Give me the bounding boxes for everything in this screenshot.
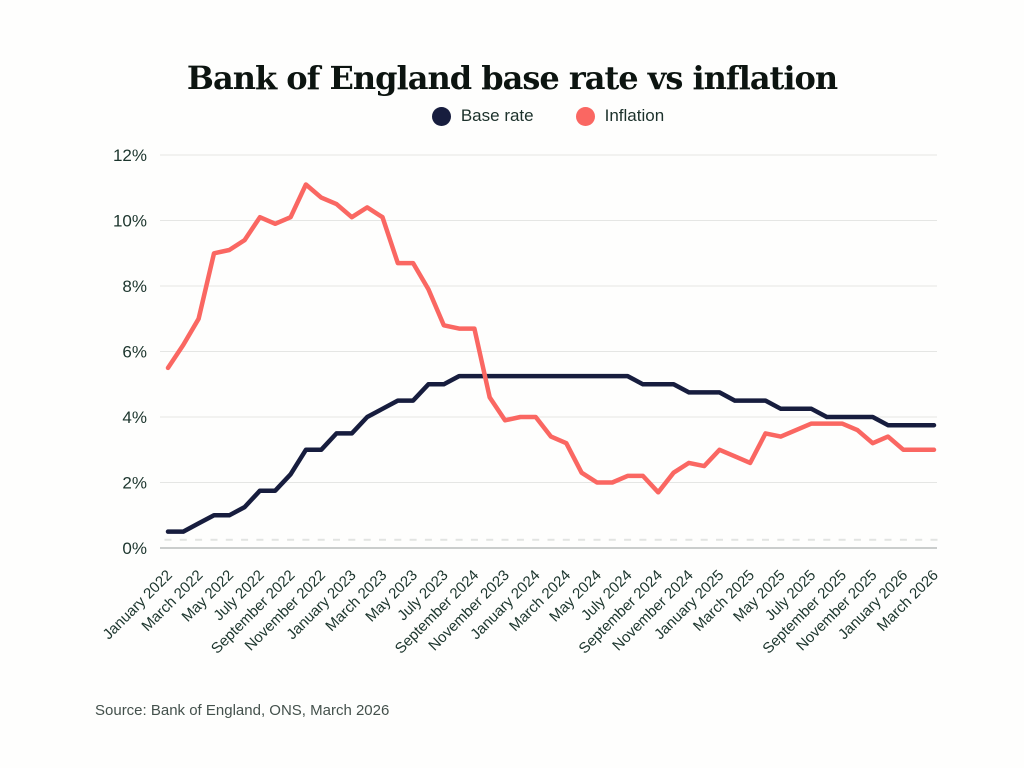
minor-tick — [486, 538, 494, 541]
minor-tick — [302, 538, 310, 541]
minor-tick — [317, 538, 325, 541]
minor-tick — [333, 538, 340, 541]
minor-tick — [470, 538, 478, 541]
minor-tick — [608, 538, 616, 541]
minor-tick — [700, 538, 708, 541]
minor-tick — [869, 538, 877, 541]
minor-tick — [195, 538, 203, 541]
minor-tick — [899, 538, 907, 541]
chart-legend: Base rate Inflation — [36, 106, 1024, 126]
minor-tick — [287, 538, 295, 541]
minor-tick — [777, 538, 785, 541]
y-axis-label: 10% — [113, 212, 147, 231]
y-axis-label: 0% — [122, 539, 147, 558]
source-note: Source: Bank of England, ONS, March 2026 — [95, 702, 390, 719]
minor-tick — [394, 538, 402, 541]
minor-tick — [853, 538, 861, 541]
minor-tick — [746, 538, 754, 541]
legend-item-inflation: Inflation — [575, 106, 665, 126]
minor-tick — [164, 538, 172, 541]
minor-tick — [455, 538, 463, 541]
y-axis-label: 6% — [122, 343, 147, 362]
minor-tick — [424, 538, 432, 541]
minor-tick — [915, 538, 923, 541]
minor-tick — [685, 538, 693, 541]
y-axis-label: 4% — [122, 408, 147, 427]
legend-label-base-rate: Base rate — [460, 106, 534, 125]
minor-tick — [532, 538, 540, 541]
y-axis-label: 12% — [113, 146, 147, 165]
minor-tick — [179, 538, 187, 541]
minor-tick — [501, 538, 509, 541]
minor-tick — [516, 538, 524, 541]
minor-tick — [547, 538, 555, 541]
minor-tick — [593, 538, 601, 541]
base-rate-dot-icon — [431, 106, 451, 126]
minor-tick — [654, 538, 662, 541]
minor-tick — [210, 538, 218, 541]
minor-tick — [409, 538, 417, 541]
chart-title: Bank of England base rate vs inflation — [186, 59, 838, 97]
inflation-line — [165, 182, 937, 495]
minor-tick — [241, 538, 249, 541]
minor-tick — [562, 538, 570, 541]
minor-tick — [838, 538, 846, 541]
minor-tick — [256, 538, 264, 541]
y-axis-label: 2% — [122, 474, 147, 493]
minor-tick — [578, 538, 586, 541]
minor-tick — [363, 538, 371, 541]
minor-tick — [807, 538, 815, 541]
base-rate-line — [165, 373, 937, 534]
minor-tick — [271, 538, 279, 541]
legend-label-inflation: Inflation — [604, 106, 665, 125]
minor-tick — [930, 538, 938, 541]
minor-tick — [731, 538, 739, 541]
minor-tick — [225, 538, 233, 541]
minor-tick — [379, 538, 386, 541]
legend-item-base-rate: Base rate — [431, 106, 534, 126]
minor-tick — [823, 538, 831, 541]
minor-tick — [624, 538, 632, 541]
minor-tick — [639, 538, 647, 541]
minor-tick — [440, 538, 448, 541]
minor-tick — [716, 538, 723, 541]
minor-tick — [762, 538, 769, 541]
minor-tick — [884, 538, 892, 541]
inflation-dot-icon — [575, 106, 595, 126]
y-axis-label: 8% — [122, 277, 147, 296]
minor-tick — [670, 538, 678, 541]
minor-tick — [792, 538, 800, 541]
minor-tick — [348, 538, 356, 541]
